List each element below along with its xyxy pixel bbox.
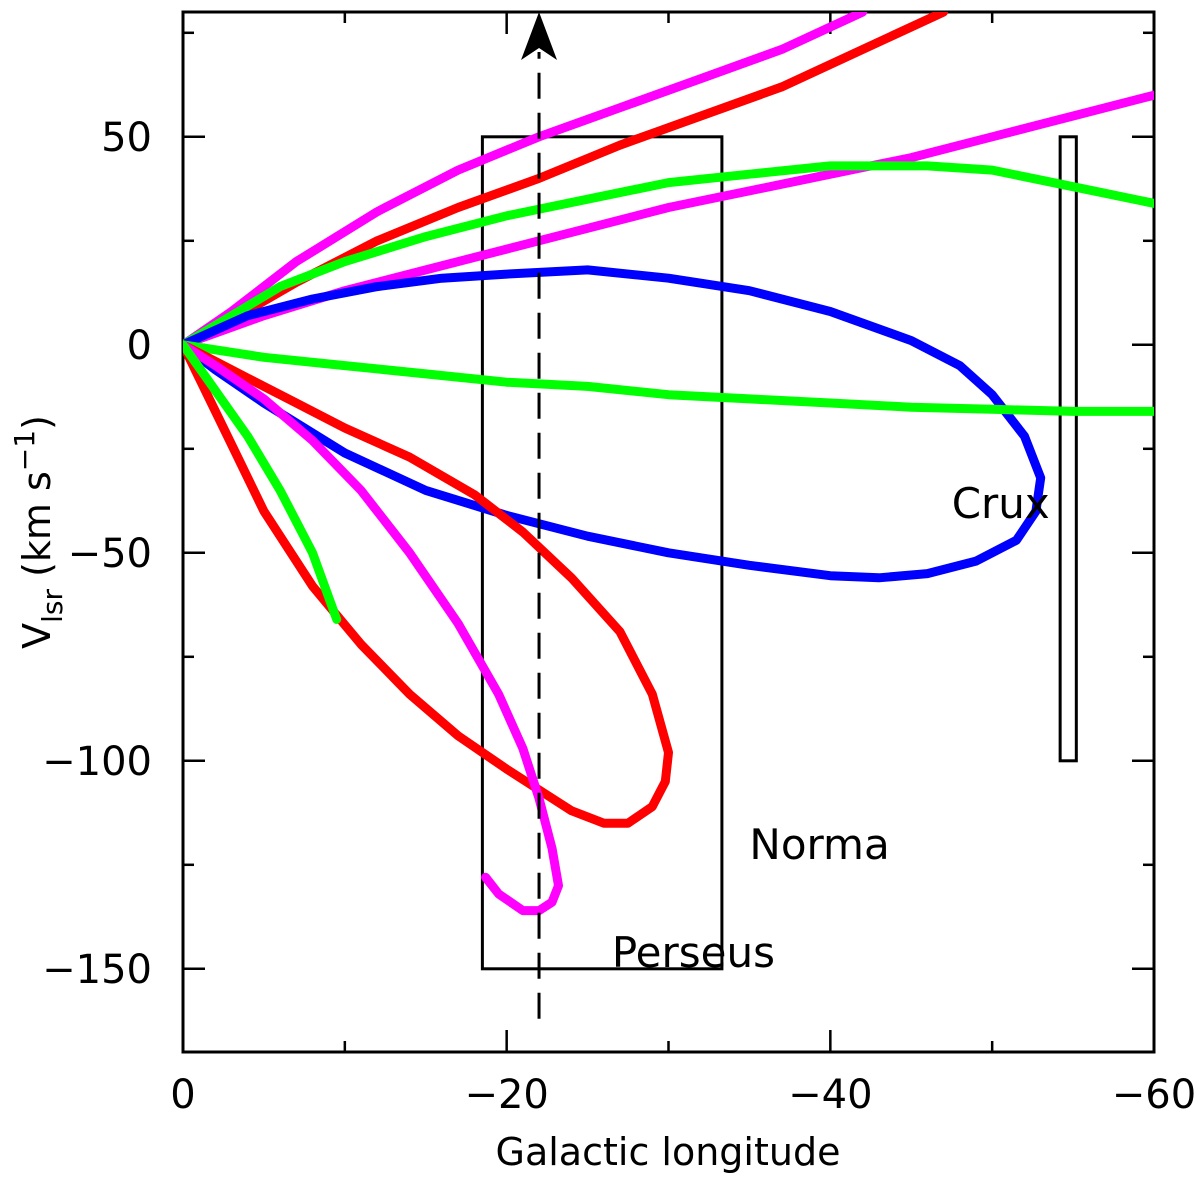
y-axis-label: Vlsr (km s−1) <box>8 415 69 649</box>
x-tick-label: −40 <box>788 1072 872 1118</box>
x-tick-label: −60 <box>1112 1072 1196 1118</box>
series-line <box>183 12 868 350</box>
y-tick-label: 50 <box>101 115 152 161</box>
axis-ticks <box>181 12 1156 1052</box>
plot-frame <box>181 10 1156 1054</box>
x-tick-label: 0 <box>170 1072 195 1118</box>
series-line <box>183 161 1154 350</box>
annotation-norma: Norma <box>749 820 889 869</box>
y-tick-label: −150 <box>42 947 152 993</box>
series-line <box>183 340 563 916</box>
tick-labels: 0 −20 −40 −60 −150 −100 −50 0 50 <box>42 115 1196 1118</box>
annotation-crux: Crux <box>952 479 1050 528</box>
x-axis-label: Galactic longitude <box>496 1130 841 1174</box>
series-line <box>183 340 342 624</box>
region-boxes <box>480 135 1078 971</box>
longitude-marker <box>521 12 558 1019</box>
spiral-arm-curves <box>183 12 1154 916</box>
region-box <box>1058 135 1078 763</box>
y-tick-label: −50 <box>68 531 152 577</box>
arrow-head <box>521 12 558 60</box>
series-line <box>183 265 1046 583</box>
series-line <box>183 90 1154 350</box>
y-tick-label: 0 <box>127 323 152 369</box>
annotation-perseus: Perseus <box>612 928 775 977</box>
series-line <box>183 340 1154 416</box>
arm-labels: Crux Norma Perseus <box>612 479 1050 977</box>
region-box <box>480 135 724 971</box>
x-tick-label: −20 <box>464 1072 548 1118</box>
y-tick-label: −100 <box>42 739 152 785</box>
